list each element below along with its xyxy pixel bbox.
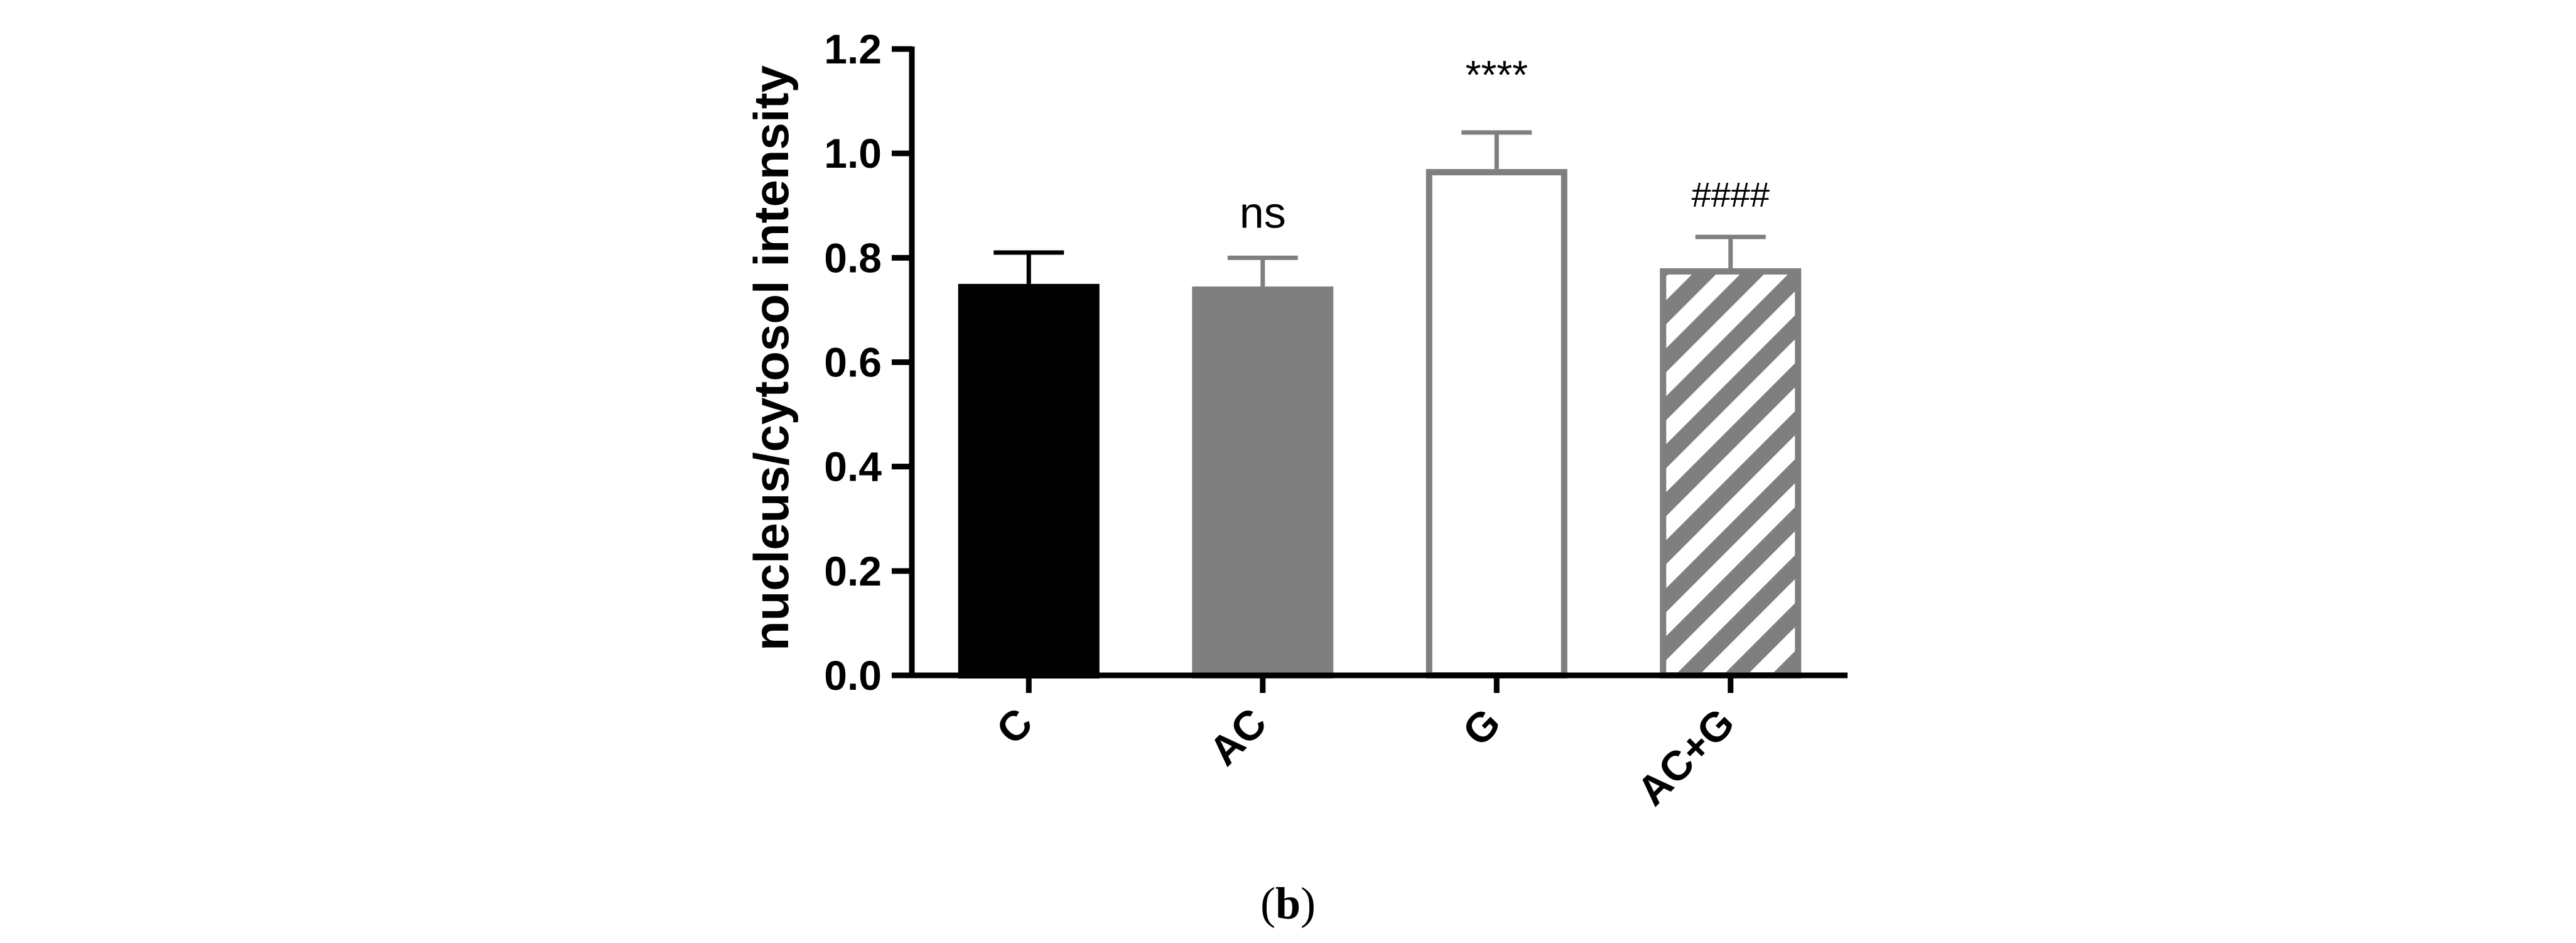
y-tick-label: 1.2 [824,26,882,72]
error-bar [1461,130,1532,170]
y-axis-label: nucleus/cytosol intensity [744,65,799,651]
x-tick-label: AC+G [1628,699,1743,814]
y-tick-label: 0.8 [824,234,882,281]
figure-caption: (b) [1260,878,1316,929]
error-bars [993,130,1766,287]
x-tick-label: AC [1200,699,1275,775]
bar-chart: nucleus/cytosol intensity 0.00.20.40.60.… [744,26,1848,814]
caption-close-paren: ) [1301,878,1316,929]
x-tick-label: C [987,699,1041,753]
x-axis-ticks: C AC G AC+G [987,675,1743,814]
y-axis-ticks: 0.0 0.2 0.4 0.6 0.8 1.0 1.2 [824,26,912,699]
y-tick-label: 0.6 [824,339,882,386]
significance-label: ns [1240,188,1286,237]
error-bar [993,250,1064,284]
significance-label: #### [1691,175,1770,214]
error-bar [1227,255,1298,287]
bar-c [958,283,1100,679]
error-bar [1695,234,1766,268]
y-tick-label: 0.2 [824,548,882,594]
caption-open-paren: ( [1260,878,1275,929]
bars [958,169,1802,679]
x-tick-label: G [1454,699,1510,755]
bar-g [1426,169,1567,679]
y-tick-label: 0.0 [824,652,882,699]
bar-ac [1192,286,1334,679]
y-tick-label: 0.4 [824,444,882,490]
significance-annotations: ns **** #### [1240,52,1770,237]
significance-label: **** [1465,52,1528,97]
caption-letter: b [1275,878,1301,929]
y-tick-label: 1.0 [824,130,882,177]
bar-ac-plus-g [1660,268,1802,679]
